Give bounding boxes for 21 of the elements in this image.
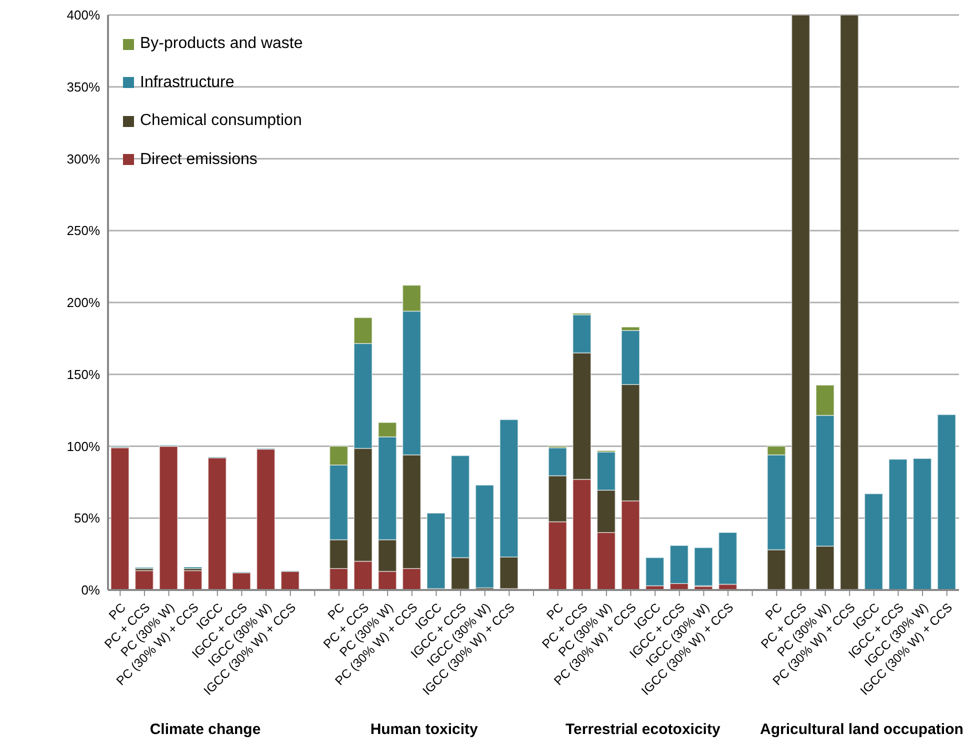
legend-label: Chemical consumption — [140, 112, 302, 130]
legend-label: Direct emissions — [140, 150, 258, 169]
x-tick-label: PC — [106, 600, 128, 623]
y-tick-label: 400% — [66, 8, 100, 23]
text: Human toxicity — [370, 721, 478, 738]
text: Terrestrial ecotoxicity — [566, 721, 720, 738]
y-tick-label: 200% — [66, 295, 100, 310]
y-tick-label: 300% — [66, 151, 100, 166]
legend-label: By-products and waste — [140, 35, 303, 54]
y-tick-label: 350% — [66, 79, 100, 94]
text: Climate change — [150, 721, 261, 738]
text: Agricultural land occupation — [760, 721, 964, 738]
y-tick-label: 150% — [66, 366, 100, 382]
y-tick-label: 250% — [66, 223, 100, 238]
y-tick-label: 100% — [66, 438, 100, 454]
y-tick-label: 0% — [81, 582, 100, 598]
x-tick-label: PC — [325, 600, 348, 623]
x-tick-label: PC — [762, 600, 785, 623]
legend-label: Infrastructure — [140, 74, 234, 92]
x-tick-label: PC — [544, 600, 566, 623]
y-tick-label: 50% — [74, 510, 100, 526]
